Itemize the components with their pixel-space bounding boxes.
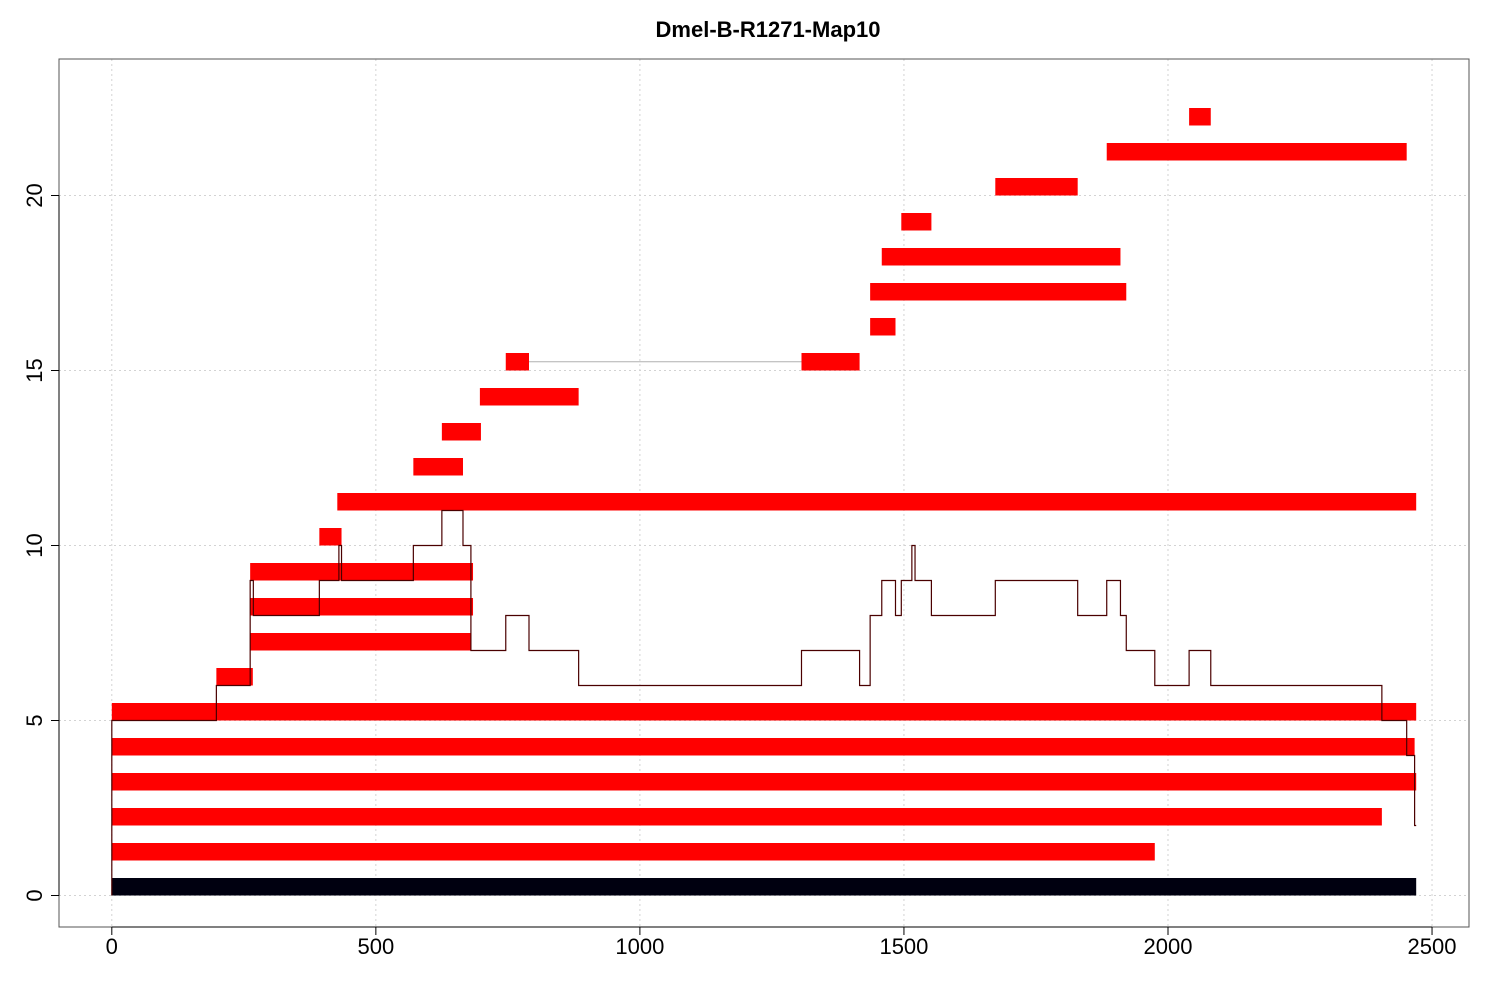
coverage-line-group <box>111 509 1417 896</box>
segment-bar <box>111 843 1155 861</box>
segment-bar <box>250 633 471 651</box>
segment-bar <box>870 283 1127 301</box>
coverage-line <box>111 509 1417 896</box>
segment-bar <box>995 178 1078 196</box>
segment-bar <box>337 493 1417 511</box>
segment-bar <box>801 353 860 371</box>
y-tick-label: 15 <box>22 358 47 382</box>
y-tick-label: 20 <box>22 183 47 207</box>
segment-bar <box>441 423 481 441</box>
segment-bar <box>111 738 1415 756</box>
segment-bar <box>111 808 1382 826</box>
segments <box>111 108 1417 896</box>
segment-bar <box>413 458 463 476</box>
y-tick-label: 5 <box>22 714 47 726</box>
segment-bar <box>505 353 529 371</box>
x-tick-label: 1000 <box>615 934 664 959</box>
reference-bar <box>111 878 1417 896</box>
y-tick-label: 10 <box>22 533 47 557</box>
segment-bar <box>319 528 342 546</box>
segment-bar <box>111 703 1417 721</box>
axes: 0 500 1000 1500 2000 2500 0 5 10 15 20 <box>22 183 1457 959</box>
segment-bar <box>901 213 932 231</box>
segment-bar <box>250 563 474 581</box>
x-tick-label: 2500 <box>1408 934 1457 959</box>
x-tick-label: 2000 <box>1144 934 1193 959</box>
x-tick-label: 1500 <box>879 934 928 959</box>
segment-bar <box>250 598 474 616</box>
y-tick-label: 0 <box>22 889 47 901</box>
x-tick-label: 0 <box>106 934 118 959</box>
segment-bar <box>216 668 253 686</box>
chart-title: Dmel-B-R1271-Map10 <box>656 17 881 42</box>
x-tick-label: 500 <box>357 934 394 959</box>
segment-bar <box>870 318 896 336</box>
segment-bar <box>479 388 579 406</box>
segment-bar <box>111 773 1417 791</box>
segment-bar <box>1106 143 1407 161</box>
segment-bar <box>1189 108 1211 126</box>
segment-bar <box>881 248 1121 266</box>
